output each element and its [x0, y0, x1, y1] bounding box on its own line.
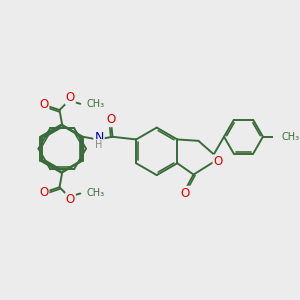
- Text: H: H: [95, 140, 103, 150]
- Text: CH₃: CH₃: [86, 188, 104, 199]
- Text: O: O: [66, 91, 75, 104]
- Text: O: O: [39, 98, 49, 111]
- Text: CH₃: CH₃: [86, 99, 104, 109]
- Text: CH₃: CH₃: [281, 132, 299, 142]
- Text: O: O: [39, 186, 49, 199]
- Text: N: N: [94, 131, 104, 144]
- Text: O: O: [66, 194, 75, 206]
- Text: O: O: [181, 187, 190, 200]
- Text: O: O: [106, 113, 116, 126]
- Text: O: O: [214, 155, 223, 168]
